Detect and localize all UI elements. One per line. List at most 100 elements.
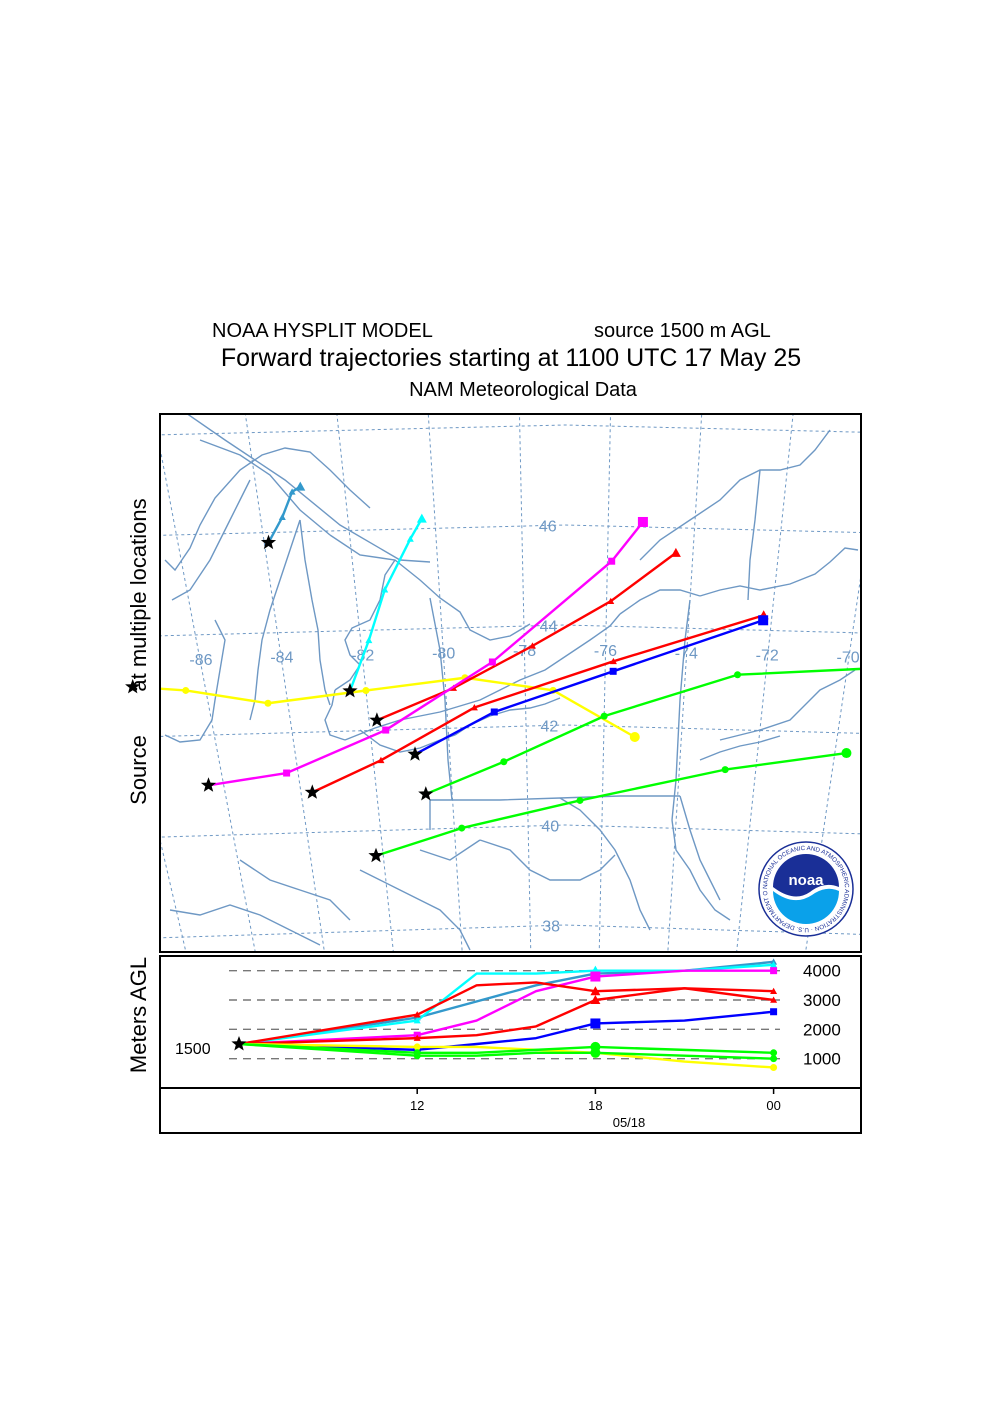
meridian-line [160, 445, 256, 952]
map-boundary [324, 689, 346, 741]
meridian-line [859, 360, 987, 1035]
map-boundary [671, 819, 731, 921]
meridian-line [0, 367, 75, 1042]
height-profile-point [590, 1047, 601, 1058]
trajectory-point [670, 547, 681, 557]
trajectory-point [608, 557, 616, 565]
logo-bird-top [773, 854, 839, 897]
height-profile-point [413, 1017, 421, 1024]
source-height: source 1500 m AGL [594, 320, 771, 342]
trajectory-point [629, 731, 640, 742]
map-boundary [559, 613, 621, 661]
meridian-line [518, 414, 532, 952]
trajectory-point [721, 766, 729, 774]
height-profile-lines [238, 958, 778, 1071]
map-boundary [329, 534, 531, 641]
map-boundary [164, 619, 226, 743]
trajectory-point [470, 704, 478, 711]
trajectory-point [488, 658, 496, 666]
map-boundary [199, 439, 331, 536]
source-star [368, 847, 384, 863]
parallel-line [160, 824, 861, 838]
chart-title: Forward trajectories starting at 1100 UT… [221, 344, 801, 372]
trajectory-point [500, 758, 508, 766]
height-profile-point [770, 961, 778, 968]
height-tick-label: 3000 [803, 991, 841, 1010]
height-profile-point [590, 986, 601, 996]
height-profile-point [770, 1063, 778, 1071]
height-profile-line [238, 981, 774, 1046]
meridian-line [0, 364, 140, 1039]
date-label: 05/18 [613, 1115, 646, 1130]
map-boundary [169, 904, 321, 946]
height-profile-point [770, 987, 778, 994]
trajectory-point [365, 636, 373, 644]
height-tick-label: 1000 [803, 1050, 841, 1069]
trajectory-point [264, 699, 272, 707]
height-profile-point [590, 1018, 601, 1029]
map-boundary [699, 735, 781, 761]
source-star [200, 777, 217, 792]
map-boundary [699, 547, 859, 597]
source-star [407, 746, 423, 761]
height-profile-point [770, 967, 778, 975]
multiple-locations-label: at multiple locations [126, 498, 151, 691]
map-background [160, 414, 861, 952]
height-tick-labels: 1000 2000 3000 4000 [803, 962, 841, 1069]
trajectory-point [458, 824, 466, 832]
time-axis-frame [159, 1087, 862, 1134]
height-profile-point [413, 1052, 421, 1060]
trajectory-point [381, 586, 389, 593]
height-profile-panel: 1000 2000 3000 4000 [159, 955, 862, 1089]
map-boundary [619, 589, 701, 615]
longitude-label: -72 [756, 648, 779, 665]
trajectory-point [382, 726, 390, 734]
trajectory-point [377, 756, 385, 764]
profile-start-star [231, 1036, 247, 1051]
trajectory-point [576, 796, 584, 804]
coastlines-and-borders [164, 414, 859, 951]
height-tick-label: 2000 [803, 1020, 841, 1039]
profile-frame [159, 955, 862, 1089]
time-tick-label: 18 [588, 1098, 602, 1113]
latitude-label: 40 [541, 818, 559, 835]
height-profile-point [770, 1055, 778, 1063]
longitude-label: -70 [837, 650, 860, 667]
trajectory-point [867, 663, 877, 673]
trajectory-point [637, 516, 648, 527]
trajectory-point [609, 657, 617, 665]
trajectory-point [295, 481, 306, 491]
source-star [125, 678, 141, 694]
trajectory-point [609, 667, 617, 675]
meters-agl-label: Meters AGL [126, 957, 151, 1073]
longitude-label: -74 [675, 645, 698, 662]
source-star [304, 784, 320, 799]
meridian-line [924, 362, 992, 1037]
map-boundary [639, 429, 831, 561]
trajectory-point [490, 708, 498, 716]
longitude-label: -76 [594, 643, 617, 660]
map-boundary [430, 795, 680, 801]
map-frame [159, 413, 862, 953]
trajectory-point [283, 769, 291, 777]
map-boundary [186, 414, 431, 563]
map-boundary [719, 669, 856, 741]
time-tick-label: 00 [766, 1098, 780, 1113]
map-boundary [479, 839, 616, 881]
map-boundary [359, 869, 471, 951]
map-boundary [344, 659, 561, 741]
map-boundary [249, 519, 301, 721]
start-height-label: 1500 [175, 1041, 211, 1058]
trajectory-point [528, 642, 536, 649]
time-ticks: 12 18 00 [410, 1088, 781, 1113]
profile-start-marker [231, 1036, 247, 1051]
time-axis-panel: 12 18 00 05/18 [159, 1087, 862, 1134]
trajectory-point [406, 535, 414, 542]
map-boundary [299, 519, 331, 706]
source-markers [125, 534, 434, 863]
trajectory-point [416, 513, 427, 523]
met-data-label: NAM Meteorological Data [409, 379, 638, 401]
time-tick-label: 12 [410, 1098, 424, 1113]
